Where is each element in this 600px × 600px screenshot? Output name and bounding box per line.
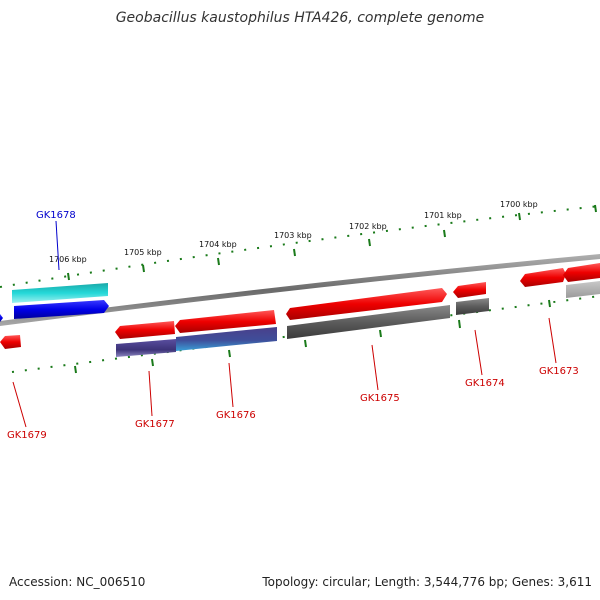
gene-arrow-gk1677[interactable] xyxy=(115,321,175,339)
gene-block-gk1676-purple xyxy=(176,327,277,351)
gene-arrow-right-edge[interactable] xyxy=(563,263,600,282)
tick-label-1705: 1705 kbp xyxy=(124,248,162,257)
accession-text: Accession: NC_006510 xyxy=(9,575,146,589)
tick-label-1700: 1700 kbp xyxy=(500,200,538,209)
tick-label-1703: 1703 kbp xyxy=(274,231,312,240)
scale-major-ticks xyxy=(67,204,597,281)
gene-label-gk1677[interactable]: GK1677 xyxy=(135,419,175,430)
gene-arrow-gk1678[interactable] xyxy=(14,300,109,319)
gene-label-gk1673[interactable]: GK1673 xyxy=(539,366,579,377)
gene-arrow-gk1679[interactable] xyxy=(0,335,21,349)
gene-arrow-gk1674[interactable] xyxy=(453,282,486,298)
scale-inner-ticks xyxy=(74,299,551,374)
tick-label-1701: 1701 kbp xyxy=(424,211,462,220)
gene-block-gk1673-grey xyxy=(566,281,600,298)
scale-track-outer xyxy=(0,205,600,288)
scale-track-inner xyxy=(11,295,600,373)
gene-arrow-gk1675[interactable] xyxy=(286,288,447,320)
gene-shadow-gk1678 xyxy=(12,283,108,303)
tick-label-1702: 1702 kbp xyxy=(349,222,387,231)
gene-arrow-gk1673[interactable] xyxy=(520,268,566,287)
genome-summary-text: Topology: circular; Length: 3,544,776 bp… xyxy=(262,575,592,589)
gene-label-gk1674[interactable]: GK1674 xyxy=(465,378,505,389)
gene-arrow-gk1676[interactable] xyxy=(175,310,276,333)
gene-block-gk1675-grey xyxy=(287,305,450,339)
genome-backbone xyxy=(0,254,600,326)
tick-label-1706: 1706 kbp xyxy=(49,255,87,264)
gene-block-gk1677-purple xyxy=(116,339,176,357)
gene-label-gk1678[interactable]: GK1678 xyxy=(36,210,76,221)
gene-block-gk1674-grey xyxy=(456,298,489,315)
gene-label-gk1679[interactable]: GK1679 xyxy=(7,430,47,441)
gene-arrow-forward-small[interactable] xyxy=(0,314,3,322)
gene-label-gk1675[interactable]: GK1675 xyxy=(360,393,400,404)
map-title: Geobacillus kaustophilus HTA426, complet… xyxy=(115,10,485,26)
gene-label-gk1676[interactable]: GK1676 xyxy=(216,410,256,421)
leader-lines xyxy=(12,220,557,428)
tick-label-1704: 1704 kbp xyxy=(199,240,237,249)
